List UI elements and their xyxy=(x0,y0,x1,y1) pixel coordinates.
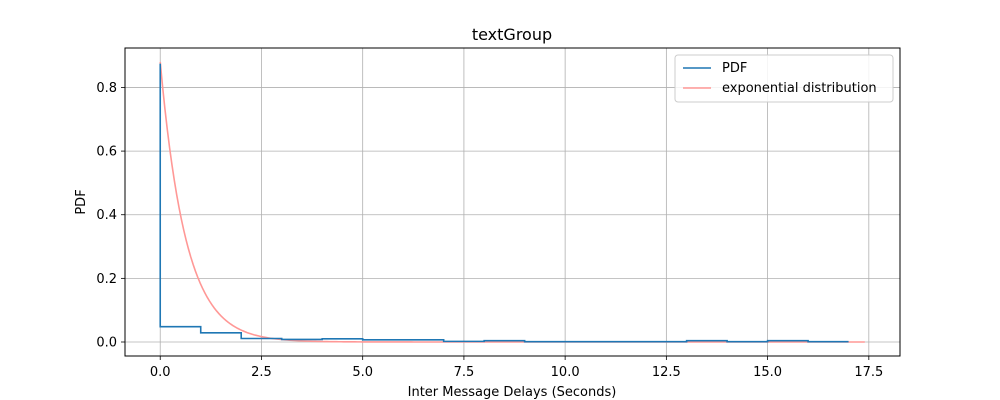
x-tick-label: 2.5 xyxy=(251,365,272,380)
x-tick-label: 15.0 xyxy=(753,365,782,380)
legend: PDF exponential distribution xyxy=(674,54,894,103)
y-axis: 0.0 0.2 0.4 0.6 0.8 xyxy=(96,81,125,351)
x-tick-label: 12.5 xyxy=(652,365,681,380)
y-tick-label: 0.8 xyxy=(96,81,117,96)
x-tick-label: 7.5 xyxy=(454,365,475,380)
legend-label-pdf: PDF xyxy=(722,61,747,76)
y-axis-label: PDF xyxy=(74,189,89,214)
y-tick-label: 0.6 xyxy=(96,145,117,160)
x-axis-label: Inter Message Delays (Seconds) xyxy=(408,385,617,400)
legend-box xyxy=(674,54,894,103)
x-tick-label: 10.0 xyxy=(551,365,580,380)
plot-frame xyxy=(124,47,901,357)
x-tick-label: 0.0 xyxy=(150,365,171,380)
y-tick-label: 0.0 xyxy=(96,336,117,351)
legend-label-exponential: exponential distribution xyxy=(722,81,877,96)
exponential-distribution-curve xyxy=(159,61,865,343)
x-tick-label: 5.0 xyxy=(352,365,373,380)
x-axis: 0.0 2.5 5.0 7.5 10.0 12.5 15.0 17.5 xyxy=(150,356,883,380)
y-tick-label: 0.4 xyxy=(96,208,117,223)
chart-title: textGroup xyxy=(472,25,552,44)
pdf-step-line xyxy=(159,63,849,343)
y-tick-label: 0.2 xyxy=(96,272,117,287)
x-tick-label: 17.5 xyxy=(854,365,883,380)
series-layer xyxy=(159,61,865,343)
